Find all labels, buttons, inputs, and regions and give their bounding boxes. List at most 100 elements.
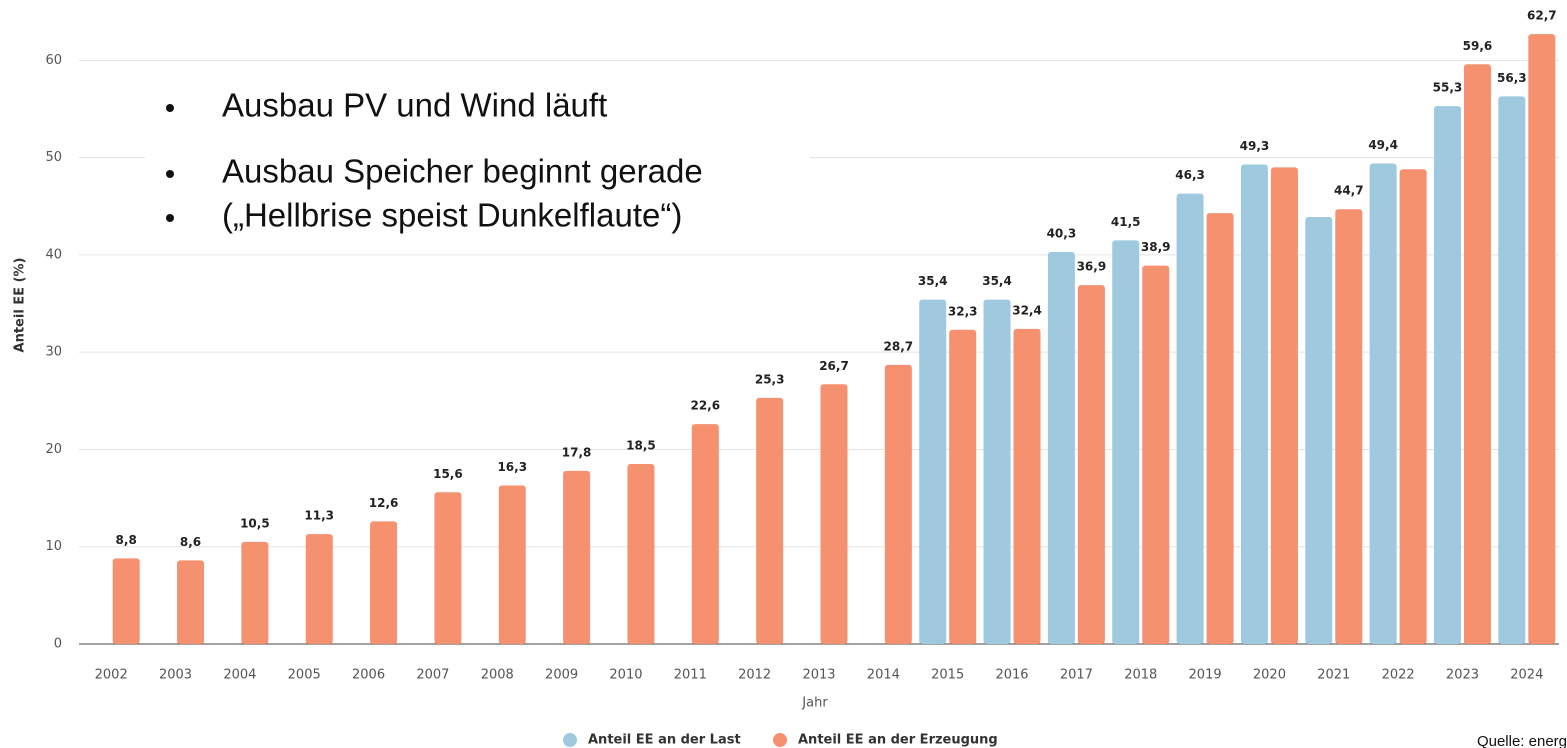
bar: [177, 560, 205, 644]
bar: [1176, 193, 1204, 645]
value-label: 12,6: [369, 496, 399, 510]
y-axis-label: Anteil EE (%): [13, 258, 28, 353]
annotation: Ausbau PV und Wind läuft: [222, 87, 607, 124]
value-label: 32,4: [1012, 303, 1042, 317]
y-tick-label: 10: [45, 539, 62, 554]
x-tick-label: 2010: [609, 668, 642, 683]
bar: [756, 397, 784, 644]
bar: [1013, 328, 1041, 644]
x-tick-label: 2006: [352, 668, 385, 683]
x-tick-label: 2013: [802, 668, 835, 683]
value-label: 8,8: [116, 533, 137, 547]
x-tick-label: 2023: [1446, 668, 1479, 683]
bar: [241, 541, 269, 644]
bullet: [166, 214, 174, 222]
bar: [820, 384, 848, 644]
bullet: [166, 170, 174, 178]
y-tick-label: 30: [45, 345, 62, 360]
value-label: 41,5: [1111, 215, 1141, 229]
value-label: 32,3: [948, 304, 978, 318]
bar: [370, 521, 398, 644]
annotation-background: [145, 80, 810, 250]
x-axis-label: Jahr: [801, 696, 828, 711]
annotation: Ausbau Speicher beginnt gerade: [222, 153, 703, 190]
bar: [1369, 163, 1397, 645]
y-tick-label: 0: [54, 637, 62, 652]
bar: [1077, 285, 1105, 644]
value-label: 55,3: [1433, 81, 1463, 95]
bar: [691, 424, 719, 644]
bar: [1270, 167, 1298, 644]
y-tick-label: 60: [45, 53, 62, 68]
x-tick-label: 2002: [95, 668, 128, 683]
bar: [1463, 64, 1491, 645]
value-label: 26,7: [819, 359, 849, 373]
value-label: 15,6: [433, 467, 463, 481]
bar: [112, 558, 140, 644]
x-tick-label: 2022: [1382, 668, 1415, 683]
bar: [563, 470, 591, 644]
x-tick-label: 2017: [1060, 668, 1093, 683]
x-tick-label: 2019: [1189, 668, 1222, 683]
legend-label: Anteil EE an der Erzeugung: [798, 733, 998, 748]
value-label: 8,6: [180, 535, 201, 549]
annotation: („Hellbrise speist Dunkelflaute“): [222, 197, 682, 234]
bar: [1433, 106, 1461, 645]
x-tick-label: 2003: [159, 668, 192, 683]
bar: [1206, 213, 1234, 644]
x-tick-label: 2009: [545, 668, 578, 683]
x-tick-label: 2011: [674, 668, 707, 683]
x-tick-label: 2024: [1510, 668, 1543, 683]
bar: [1305, 216, 1333, 645]
x-tick-label: 2018: [1124, 668, 1157, 683]
value-label: 35,4: [918, 274, 948, 288]
value-label: 62,7: [1527, 9, 1557, 23]
value-label: 46,3: [1175, 168, 1205, 182]
bar: [919, 299, 947, 644]
bar: [1240, 164, 1268, 645]
bar: [1498, 96, 1526, 644]
bar: [1112, 240, 1140, 644]
value-label: 44,7: [1334, 184, 1364, 198]
value-label: 40,3: [1047, 226, 1077, 240]
value-label: 17,8: [562, 445, 592, 459]
value-label: 38,9: [1141, 240, 1171, 254]
bar: [949, 329, 977, 644]
bar: [305, 534, 333, 644]
value-label: 49,3: [1240, 139, 1270, 153]
legend-label: Anteil EE an der Last: [588, 733, 741, 748]
x-tick-label: 2008: [481, 668, 514, 683]
bar: [1047, 251, 1075, 644]
value-label: 28,7: [884, 339, 914, 353]
y-tick-label: 50: [45, 150, 62, 165]
bar: [1335, 209, 1363, 644]
value-label: 11,3: [304, 509, 334, 523]
legend-swatch: [773, 733, 787, 747]
legend-swatch: [563, 733, 577, 747]
bullet: [166, 104, 174, 112]
y-tick-label: 40: [45, 247, 62, 262]
bar: [884, 364, 912, 644]
x-tick-label: 2016: [995, 668, 1028, 683]
x-tick-label: 2014: [867, 668, 900, 683]
value-label: 56,3: [1497, 71, 1527, 85]
value-label: 35,4: [982, 274, 1012, 288]
bar: [983, 299, 1011, 644]
bar: [627, 464, 655, 644]
value-label: 49,4: [1368, 138, 1398, 152]
value-label: 59,6: [1463, 39, 1493, 53]
value-label: 25,3: [755, 372, 785, 386]
value-label: 22,6: [690, 399, 720, 413]
x-tick-label: 2012: [738, 668, 771, 683]
value-label: 18,5: [626, 439, 656, 453]
x-tick-label: 2021: [1317, 668, 1350, 683]
bar: [434, 492, 462, 644]
source: Quelle: energ: [1477, 733, 1567, 748]
bar: [1528, 34, 1556, 645]
bar: [1142, 265, 1170, 644]
x-tick-label: 2007: [416, 668, 449, 683]
bar: [498, 485, 526, 644]
x-tick-label: 2004: [223, 668, 256, 683]
y-tick-label: 20: [45, 442, 62, 457]
value-label: 36,9: [1077, 260, 1107, 274]
